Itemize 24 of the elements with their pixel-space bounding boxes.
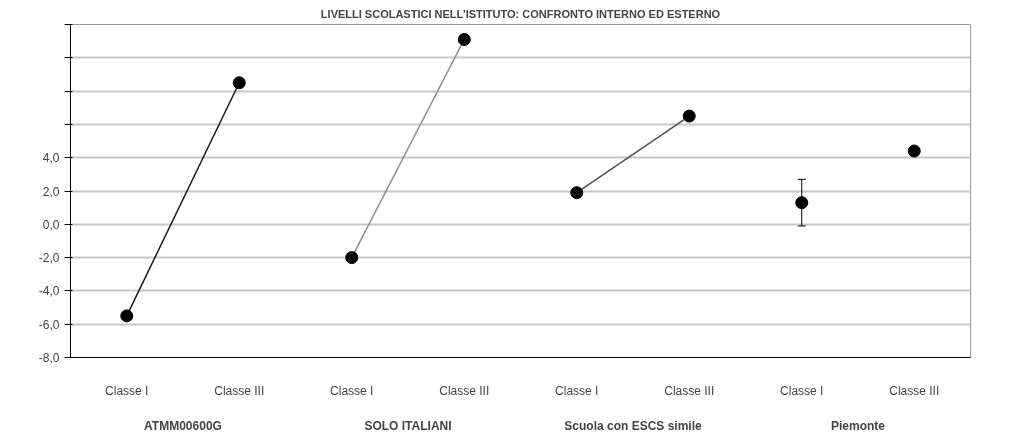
x-tick-label: Classe III bbox=[889, 383, 940, 398]
text: SOLO ITALIANI bbox=[364, 418, 452, 433]
point bbox=[120, 309, 134, 323]
y-tick-label: -2,0 bbox=[38, 251, 60, 266]
y-tick-label: 0,0 bbox=[42, 217, 60, 232]
x-tick-label: Classe III bbox=[214, 383, 265, 398]
x-tick-label: Classe III bbox=[664, 383, 715, 398]
chart-title: LIVELLI SCOLASTICI NELL’ISTITUTO: CONFRONTO INTERNO ED ESTERNO bbox=[320, 7, 721, 20]
point bbox=[907, 144, 921, 158]
x-tick-label: Classe I bbox=[330, 383, 374, 398]
text: Scuola con ESCS simile bbox=[564, 418, 703, 433]
y-tick-label: -4,0 bbox=[38, 284, 60, 299]
point bbox=[232, 76, 246, 90]
x-tick-label: Classe I bbox=[555, 383, 599, 398]
text: Piemonte bbox=[830, 418, 886, 433]
y-tick-label: -8,0 bbox=[38, 351, 60, 365]
x-tick-label: Classe I bbox=[105, 383, 149, 398]
point bbox=[795, 196, 809, 210]
x-tick-label: Classe III bbox=[439, 383, 490, 398]
text: ATMM00600G bbox=[144, 418, 222, 433]
x-tick-label: Classe I bbox=[780, 383, 824, 398]
y-tick-label: -6,0 bbox=[38, 317, 60, 332]
y-tick-label: 4,0 bbox=[42, 151, 60, 166]
y-tick-label: 2,0 bbox=[42, 184, 60, 199]
